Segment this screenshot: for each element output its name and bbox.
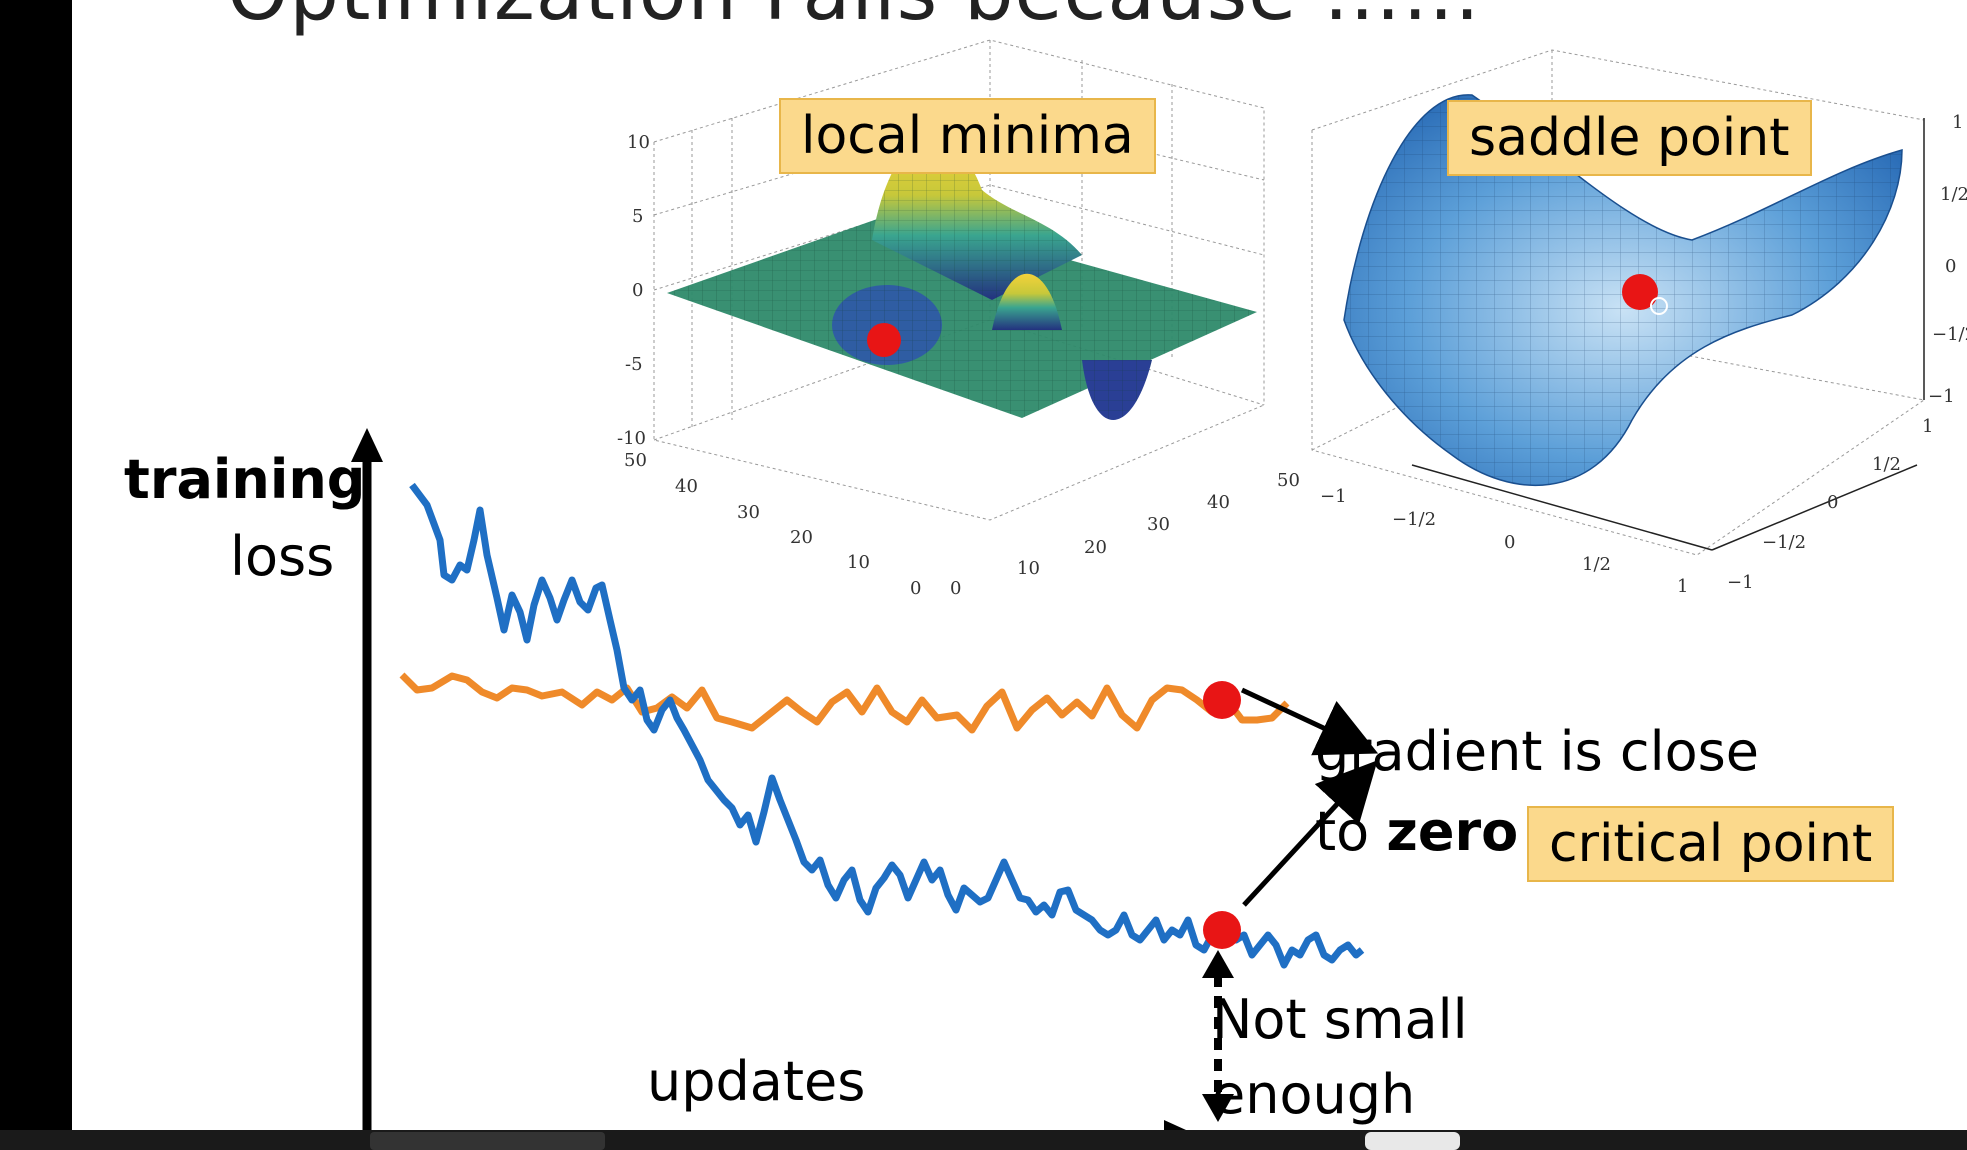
lm-z-tick: -5 bbox=[625, 354, 643, 375]
lm-x-tick: 50 bbox=[1277, 470, 1300, 491]
gradient-text-line2: to zero bbox=[1315, 800, 1518, 863]
local-minima-label: local minima bbox=[779, 98, 1156, 174]
lm-y-tick: 0 bbox=[910, 578, 921, 599]
sp-y-tick: −1 bbox=[1727, 572, 1754, 593]
lm-y-tick: 20 bbox=[790, 527, 813, 548]
sp-x-tick: 1 bbox=[1677, 576, 1688, 597]
local-minima-plot: 10 5 0 -5 -10 50 40 30 20 10 0 0 10 20 3… bbox=[617, 39, 1300, 599]
sp-x-tick: −1 bbox=[1320, 486, 1347, 507]
lm-y-tick: 50 bbox=[624, 450, 647, 471]
slide-graphics: 10 5 0 -5 -10 50 40 30 20 10 0 0 10 20 3… bbox=[351, 39, 1967, 1150]
lm-x-tick: 30 bbox=[1147, 514, 1170, 535]
lm-y-tick: 30 bbox=[737, 502, 760, 523]
sp-z-tick: 1 bbox=[1952, 112, 1963, 133]
not-small-line2: enough bbox=[1212, 1063, 1416, 1126]
lm-x-tick: 0 bbox=[950, 578, 961, 599]
gradient-text-zero: zero bbox=[1386, 800, 1519, 863]
sp-z-tick: −1/2 bbox=[1932, 324, 1967, 345]
player-control-strip bbox=[0, 1130, 1967, 1150]
arrow-to-gradient-bottom bbox=[1242, 760, 1378, 907]
lecture-slide: Optimization Fails because …… bbox=[72, 0, 1967, 1150]
player-control-button[interactable] bbox=[1365, 1132, 1460, 1150]
lm-y-tick: 40 bbox=[675, 476, 698, 497]
saddle-point-ball bbox=[1622, 274, 1658, 310]
gradient-text-line1: gradient is close bbox=[1315, 720, 1760, 783]
sp-y-tick: 1/2 bbox=[1872, 454, 1901, 475]
y-axis-arrow bbox=[351, 428, 383, 462]
blue-curve-endpoint bbox=[1203, 911, 1241, 949]
orange-curve-endpoint bbox=[1203, 681, 1241, 719]
lm-z-tick: -10 bbox=[617, 428, 646, 449]
x-axis-label: updates bbox=[647, 1050, 866, 1113]
lm-z-tick: 10 bbox=[627, 132, 650, 153]
critical-point-label: critical point bbox=[1527, 806, 1895, 882]
saddle-point-label: saddle point bbox=[1447, 100, 1812, 176]
sp-z-tick: 0 bbox=[1945, 256, 1956, 277]
left-black-bar bbox=[0, 0, 72, 1150]
slide-title: Optimization Fails because …… bbox=[227, 0, 1481, 38]
blue-loss-curve bbox=[409, 482, 1365, 969]
lm-x-tick: 10 bbox=[1017, 558, 1040, 579]
sp-z-tick: −1 bbox=[1928, 386, 1955, 407]
lm-z-tick: 5 bbox=[632, 206, 643, 227]
arrow-to-gradient-top bbox=[1240, 687, 1379, 756]
sp-y-tick: 1 bbox=[1922, 416, 1933, 437]
saddle-point-plot: 1 1/2 0 −1/2 −1 −1 −1/2 0 1/2 1 1 1/2 0 … bbox=[1311, 49, 1967, 597]
gradient-text-to: to bbox=[1315, 800, 1370, 863]
y-axis-label-line2: loss bbox=[230, 525, 335, 588]
player-progress-area[interactable] bbox=[370, 1132, 605, 1150]
y-axis-label-line1: training bbox=[124, 448, 366, 511]
not-small-arrow-up bbox=[1202, 950, 1234, 978]
sp-y-tick: −1/2 bbox=[1762, 532, 1806, 553]
sp-x-tick: 0 bbox=[1504, 532, 1515, 553]
lm-y-tick: 10 bbox=[847, 552, 870, 573]
sp-x-tick: −1/2 bbox=[1392, 509, 1436, 530]
lm-x-tick: 20 bbox=[1084, 537, 1107, 558]
sp-z-tick: 1/2 bbox=[1940, 184, 1967, 205]
local-minima-ball bbox=[867, 323, 901, 357]
lm-x-tick: 40 bbox=[1207, 492, 1230, 513]
not-small-arrow-down bbox=[1202, 1094, 1234, 1122]
orange-loss-curve bbox=[399, 672, 1290, 734]
sp-y-tick: 0 bbox=[1827, 492, 1838, 513]
lm-z-tick: 0 bbox=[632, 280, 643, 301]
not-small-line1: Not small bbox=[1212, 988, 1468, 1051]
sp-x-tick: 1/2 bbox=[1582, 554, 1611, 575]
